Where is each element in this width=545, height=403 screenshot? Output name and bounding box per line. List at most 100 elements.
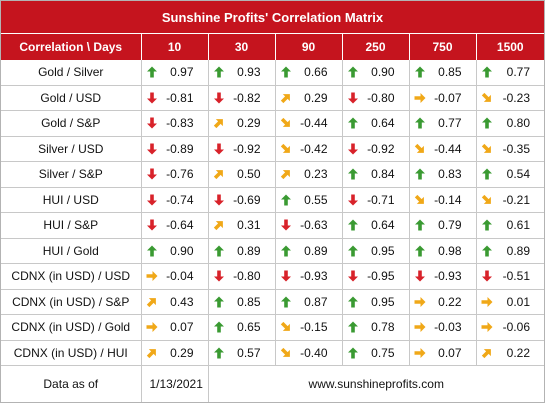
row-label: HUI / Gold: [1, 238, 142, 264]
correlation-value: 0.64: [371, 218, 395, 233]
correlation-value: 0.89: [237, 243, 261, 258]
correlation-cell: 0.98: [409, 238, 477, 264]
correlation-cell: 0.85: [409, 60, 477, 86]
down-icon: [347, 92, 358, 104]
down-icon: [414, 270, 425, 282]
matrix-title: Sunshine Profits' Correlation Matrix: [1, 1, 544, 34]
correlation-cell: 0.85: [208, 289, 276, 315]
header-period: 250: [342, 34, 410, 60]
diag-up-icon: [213, 119, 223, 129]
down-icon: [146, 219, 157, 231]
correlation-cell: -0.76: [141, 161, 209, 188]
correlation-cell: -0.23: [476, 85, 544, 111]
correlation-value: 0.85: [237, 294, 261, 309]
up-icon: [213, 321, 224, 333]
up-icon: [414, 168, 425, 180]
down-icon: [213, 194, 224, 206]
correlation-cell: -0.44: [409, 136, 477, 162]
correlation-cell: -0.44: [275, 110, 343, 137]
down-icon: [347, 270, 358, 282]
row-label: CDNX (in USD) / Gold: [1, 314, 142, 341]
correlation-value: -0.07: [434, 90, 462, 105]
correlation-cell: 0.43: [141, 289, 209, 315]
correlation-value: 0.43: [170, 294, 194, 309]
correlation-cell: 0.89: [476, 238, 544, 264]
correlation-cell: 0.78: [342, 314, 410, 341]
diag-up-icon: [146, 348, 156, 358]
correlation-value: -0.80: [367, 90, 395, 105]
table-row: CDNX (in USD) / S&P 0.43 0.85 0.87 0.95 0.22 0…: [1, 289, 544, 315]
table-row: CDNX (in USD) / USD -0.04 -0.80 -0.93 -0.95 -…: [1, 263, 544, 290]
correlation-value: -0.89: [166, 141, 194, 156]
correlation-value: 0.84: [371, 167, 395, 182]
down-icon: [146, 92, 157, 104]
correlation-cell: 0.95: [342, 238, 410, 264]
correlation-cell: -0.95: [342, 263, 410, 290]
correlation-value: 0.50: [237, 167, 261, 182]
correlation-cell: -0.71: [342, 187, 410, 213]
correlation-value: 0.75: [371, 345, 395, 360]
header-period: 1500: [476, 34, 544, 60]
right-icon: [414, 322, 425, 333]
correlation-value: -0.92: [367, 141, 395, 156]
correlation-value: 0.22: [506, 345, 530, 360]
row-label: CDNX (in USD) / S&P: [1, 289, 142, 315]
correlation-value: -0.93: [434, 269, 462, 284]
up-icon: [280, 296, 291, 308]
correlation-cell: 0.93: [208, 60, 276, 86]
up-icon: [347, 296, 358, 308]
correlation-cell: -0.92: [342, 136, 410, 162]
up-icon: [146, 245, 157, 257]
correlation-cell: -0.80: [342, 85, 410, 111]
correlation-cell: 0.87: [275, 289, 343, 315]
correlation-value: -0.64: [166, 218, 194, 233]
up-icon: [213, 66, 224, 78]
row-label: Silver / USD: [1, 136, 142, 162]
row-label: CDNX (in USD) / USD: [1, 263, 142, 290]
down-icon: [146, 117, 157, 129]
correlation-value: 0.22: [438, 294, 462, 309]
correlation-value: 0.79: [438, 218, 462, 233]
correlation-value: 0.29: [170, 345, 194, 360]
up-icon: [414, 117, 425, 129]
down-icon: [146, 143, 157, 155]
correlation-value: -0.14: [434, 192, 462, 207]
correlation-value: 0.29: [304, 90, 328, 105]
correlation-cell: -0.35: [476, 136, 544, 162]
up-icon: [481, 168, 492, 180]
correlation-value: 0.54: [506, 167, 530, 182]
correlation-cell: -0.07: [409, 85, 477, 111]
diag-down-icon: [414, 194, 424, 204]
correlation-cell: 0.55: [275, 187, 343, 213]
diag-up-icon: [481, 348, 491, 358]
correlation-value: -0.71: [367, 192, 395, 207]
up-icon: [213, 245, 224, 257]
down-icon: [347, 143, 358, 155]
correlation-value: 0.77: [506, 65, 530, 80]
row-label: Gold / S&P: [1, 110, 142, 137]
table-row: Gold / S&P -0.83 0.29 -0.44 0.64 0.77 0.80: [1, 110, 544, 137]
row-label: HUI / USD: [1, 187, 142, 213]
diag-up-icon: [280, 93, 290, 103]
diag-down-icon: [280, 118, 290, 128]
footer-date: 1/13/2021: [141, 365, 209, 402]
correlation-cell: -0.51: [476, 263, 544, 290]
correlation-value: 0.23: [304, 167, 328, 182]
correlation-cell: -0.04: [141, 263, 209, 290]
down-icon: [213, 143, 224, 155]
footer-row: Data as of 1/13/2021 www.sunshineprofits…: [1, 365, 544, 402]
header-period: 30: [208, 34, 276, 60]
correlation-cell: 0.07: [141, 314, 209, 341]
correlation-cell: 0.64: [342, 110, 410, 137]
down-icon: [146, 194, 157, 206]
correlation-table: Correlation \ Days 10 30 90 250 750 1500…: [1, 34, 544, 402]
table-row: CDNX (in USD) / HUI 0.29 0.57 -0.40 0.75 0.07…: [1, 340, 544, 366]
correlation-value: 0.57: [237, 345, 261, 360]
diag-up-icon: [213, 170, 223, 180]
correlation-cell: -0.40: [275, 340, 343, 366]
correlation-cell: 0.83: [409, 161, 477, 188]
row-label: HUI / S&P: [1, 212, 142, 239]
row-label: Gold / Silver: [1, 60, 142, 86]
correlation-value: 0.93: [237, 65, 261, 80]
correlation-value: 0.83: [438, 167, 462, 182]
